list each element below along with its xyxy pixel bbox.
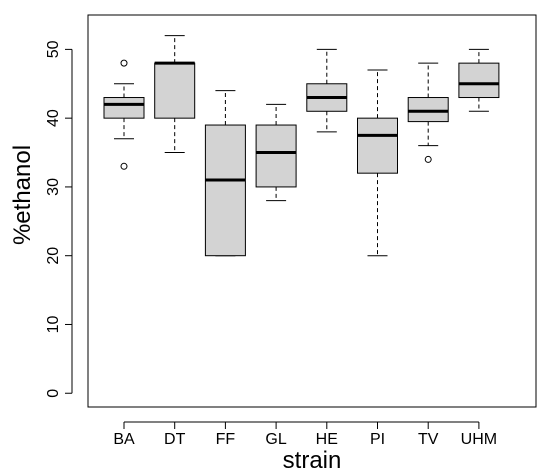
y-tick-label: 20 [45, 247, 62, 265]
box-iqr [103, 97, 145, 119]
x-tick-label: BA [113, 431, 135, 448]
x-tick-label: UHM [461, 431, 497, 448]
x-tick-label: PI [370, 431, 385, 448]
outlier-point [120, 162, 128, 170]
x-tick-label: HE [316, 431, 338, 448]
box-iqr [154, 62, 196, 119]
box-uhm [458, 48, 500, 112]
outlier-point [120, 59, 128, 67]
plot-frame [87, 14, 537, 408]
box-ff [204, 90, 246, 257]
x-tick-label: FF [216, 431, 236, 448]
y-tick-label: 30 [45, 178, 62, 196]
y-tick-label: 0 [45, 389, 62, 398]
y-tick-label: 50 [45, 40, 62, 58]
x-axis-title: strain [283, 447, 342, 474]
box-iqr [255, 124, 297, 188]
box-gl [255, 103, 297, 202]
box-iqr [407, 97, 449, 123]
box-ba [103, 59, 145, 170]
x-tick-label: DT [164, 431, 186, 448]
y-tick-label: 10 [45, 315, 62, 333]
box-tv [407, 62, 449, 163]
y-axis-title: %ethanol [9, 145, 36, 245]
x-axis: BA DT FF GL HE PI TV UHM [113, 421, 497, 448]
box-iqr [458, 62, 500, 99]
box-iqr [204, 124, 246, 257]
x-tick-label: TV [418, 431, 439, 448]
box-iqr [357, 117, 398, 174]
box-he [306, 48, 348, 133]
x-tick-label: GL [265, 431, 286, 448]
box-dt [154, 35, 196, 154]
y-tick-label: 40 [45, 109, 62, 127]
y-axis: 0 10 20 30 40 50 [45, 40, 73, 398]
box-pi [357, 69, 398, 257]
boxes-layer [103, 35, 500, 257]
outlier-point [424, 155, 432, 163]
